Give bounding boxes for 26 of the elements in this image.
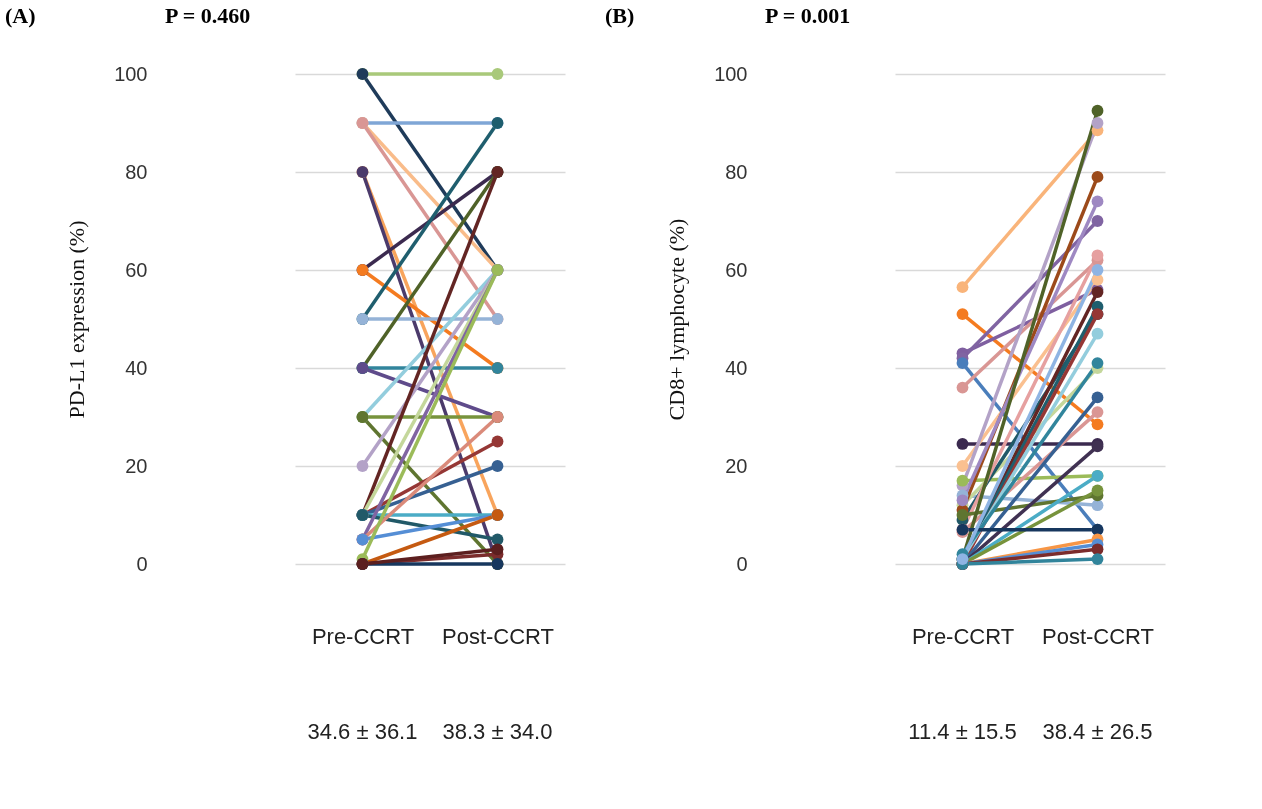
text: 38.3 ± 34.0 [442,719,553,744]
y-tick-label: 20 [125,454,148,477]
y-tick-label: 20 [725,454,748,477]
text: 11.4 ± 15.5 [908,719,1017,744]
chart-subtitle: P = 0.001 [765,3,851,28]
chart-subtitle: P = 0.460 [165,3,251,28]
y-tick-label: 40 [725,356,748,379]
text: (A) [5,3,36,28]
text: (B) [605,3,635,28]
y-tick-label: 40 [125,356,148,379]
x-tick-label: Pre-CCRT [311,623,415,649]
y-tick-label: 80 [725,160,748,183]
text: 34.6 ± 36.1 [307,719,418,744]
y-tick-label: 0 [736,552,748,575]
y-tick-label: 80 [125,160,148,183]
y-tick-label: 0 [136,552,148,575]
y-axis-title: CD8+ lymphocyte (%) [664,218,690,421]
y-tick-label: 100 [114,62,148,85]
text: 38.4 ± 26.5 [1042,719,1153,744]
x-tick-label: Post-CCRT [441,623,555,649]
y-tick-label: 60 [725,258,748,281]
x-tick-label: Pre-CCRT [911,623,1015,649]
y-tick-label: 100 [714,62,748,85]
x-tick-label: Post-CCRT [1041,623,1155,649]
y-axis-title: PD-L1 expression (%) [64,220,90,419]
y-tick-label: 60 [125,258,148,281]
